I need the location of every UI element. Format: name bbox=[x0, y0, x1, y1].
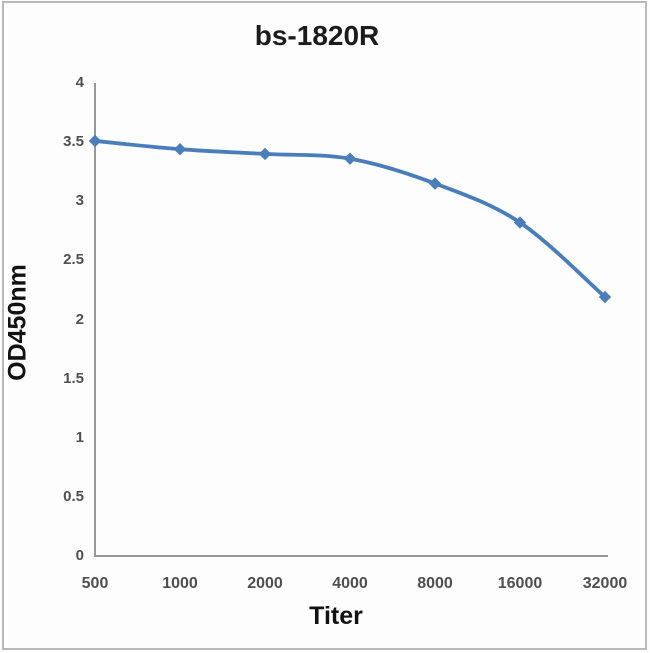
data-point-marker: 8000: 3.15 bbox=[428, 177, 442, 190]
y-tick-label: 3.5 bbox=[63, 133, 84, 151]
data-point-marker: 1000: 3.44 bbox=[173, 143, 187, 156]
y-tick-label: 4 bbox=[75, 74, 84, 91]
y-tick-label: 0 bbox=[75, 547, 84, 564]
x-tick-label: 2000 bbox=[247, 575, 283, 592]
x-tick-label: 1000 bbox=[162, 575, 198, 592]
data-point-marker: 32000: 2.19 bbox=[598, 290, 612, 304]
x-tick-label: 8000 bbox=[417, 575, 453, 592]
data-point-marker: 500: 3.51 bbox=[88, 134, 102, 148]
chart-title: bs-1820R bbox=[254, 20, 380, 51]
axes-lines bbox=[94, 83, 608, 557]
y-axis-title: OD450nm bbox=[3, 264, 32, 381]
x-tick-label: 500 bbox=[81, 575, 109, 592]
y-tick-label: 2 bbox=[75, 310, 84, 328]
x-tick-label: 16000 bbox=[497, 575, 543, 592]
y-tick-label: 1 bbox=[75, 428, 84, 446]
y-tick-label: 3 bbox=[75, 192, 84, 210]
data-point-marker: 4000: 3.36 bbox=[343, 152, 357, 165]
data-point-marker: 16000: 2.82 bbox=[513, 216, 527, 229]
x-tick-label: 4000 bbox=[332, 575, 368, 592]
x-axis-title: Titer bbox=[309, 602, 363, 630]
y-tick-label: 0.5 bbox=[63, 487, 84, 505]
y-tick-label: 1.5 bbox=[63, 369, 84, 387]
x-tick-label: 32000 bbox=[582, 575, 628, 592]
data-point-marker: 2000: 3.4 bbox=[258, 147, 272, 161]
y-tick-label: 2.5 bbox=[63, 251, 84, 269]
